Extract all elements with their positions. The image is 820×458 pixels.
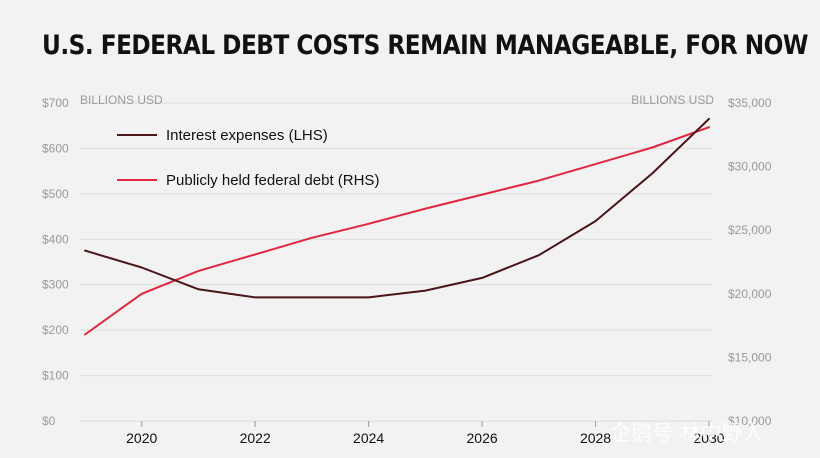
y-right-tick-label: $15,000: [728, 350, 772, 364]
legend-label: Interest expenses (LHS): [166, 127, 328, 144]
grid-lines: [80, 102, 712, 422]
y-right-tick-label: $30,000: [728, 160, 772, 174]
x-tick-labels: 2020 2022 2024 2026 2028 2030: [126, 421, 725, 446]
x-tick-label: 2026: [467, 430, 498, 446]
y-right-tick-labels: $10,000 $15,000 $20,000 $25,000 $30,000 $35,0…: [728, 96, 772, 428]
legend: Interest expenses (LHS) Publicly held fed…: [117, 127, 379, 189]
y-left-unit-label: BILLIONS USD: [80, 93, 163, 107]
legend-label: Publicly held federal debt (RHS): [166, 172, 379, 189]
x-tick-label: 2022: [240, 430, 271, 446]
y-left-tick-label: $300: [42, 278, 69, 292]
y-right-unit-label: BILLIONS USD: [631, 93, 714, 107]
y-left-tick-label: $400: [42, 232, 69, 246]
y-right-tick-label: $25,000: [728, 223, 772, 237]
y-left-tick-labels: $0 $100 $200 $300 $400 $500 $600 $700: [42, 96, 69, 428]
x-tick-label: 2030: [693, 430, 724, 446]
y-left-tick-label: $0: [42, 414, 56, 428]
y-right-tick-label: $20,000: [728, 287, 772, 301]
y-left-tick-label: $500: [42, 187, 69, 201]
watermark-text: 企鹅号 林中野人: [610, 421, 764, 445]
y-left-tick-label: $700: [42, 96, 69, 110]
y-right-tick-label: $35,000: [728, 96, 772, 110]
interest-expenses-line: [84, 117, 710, 299]
chart-title: U.S. FEDERAL DEBT COSTS REMAIN MANAGEABL…: [42, 30, 808, 61]
x-tick-label: 2028: [580, 430, 611, 446]
x-tick-label: 2024: [353, 430, 384, 446]
y-right-tick-label: $10,000: [728, 414, 772, 428]
y-left-tick-label: $200: [42, 323, 69, 337]
y-left-tick-label: $600: [42, 141, 69, 155]
federal-debt-line: [84, 126, 710, 336]
series-lines: [84, 117, 710, 336]
y-left-tick-label: $100: [42, 369, 69, 383]
x-tick-label: 2020: [126, 430, 157, 446]
